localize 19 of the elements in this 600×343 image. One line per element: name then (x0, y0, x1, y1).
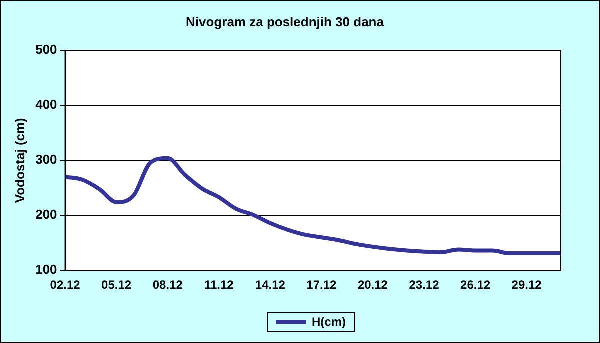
y-tick-label: 400 (36, 97, 58, 112)
line-series (63, 156, 563, 256)
x-tick-label: 23.12 (409, 278, 440, 292)
y-tick-label: 300 (36, 152, 58, 168)
x-tick-label: 05.12 (102, 278, 132, 292)
x-tick-label: 20.12 (358, 278, 388, 292)
x-tick-label: 17.12 (306, 278, 338, 292)
x-tick-label: 29.12 (512, 278, 542, 292)
x-tick-label: 02.12 (50, 278, 81, 292)
y-tick-label: 100 (36, 262, 58, 278)
legend-label: H(cm) (312, 315, 346, 329)
y-axis-title: Vodostaj (cm) (12, 118, 28, 204)
y-tick-label: 500 (36, 42, 58, 58)
x-tick-label: 08.12 (152, 278, 184, 292)
x-tick-label: 14.12 (255, 278, 286, 292)
chart-title: Nivogram za poslednjih 30 dana (186, 14, 385, 30)
x-tick-label: 26.12 (460, 278, 491, 292)
x-tick-label: 11.12 (204, 278, 234, 292)
y-tick-label: 200 (36, 207, 58, 222)
